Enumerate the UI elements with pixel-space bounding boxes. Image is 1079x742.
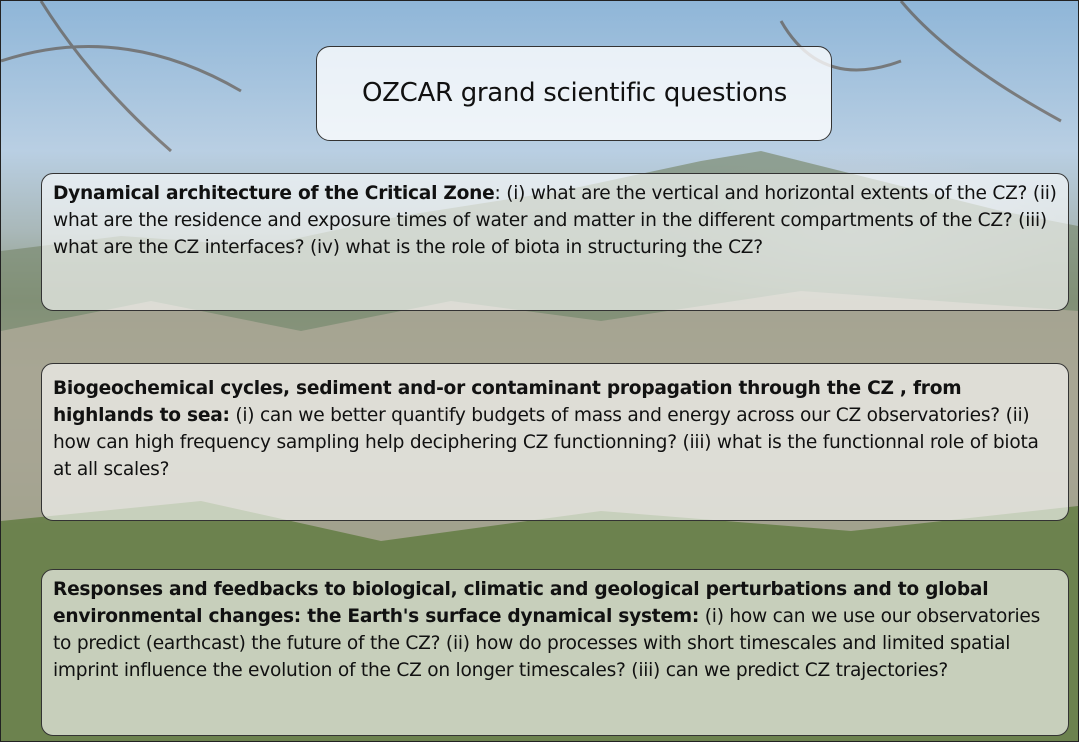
slide: OZCAR grand scientific questions Dynamic… bbox=[0, 0, 1079, 742]
question-box: Responses and feedbacks to biological, c… bbox=[41, 569, 1069, 736]
question-box: Biogeochemical cycles, sediment and-or c… bbox=[41, 363, 1069, 521]
title-box: OZCAR grand scientific questions bbox=[316, 46, 832, 141]
box-heading: Dynamical architecture of the Critical Z… bbox=[53, 183, 495, 204]
question-box: Dynamical architecture of the Critical Z… bbox=[41, 173, 1069, 311]
title: OZCAR grand scientific questions bbox=[362, 80, 787, 107]
